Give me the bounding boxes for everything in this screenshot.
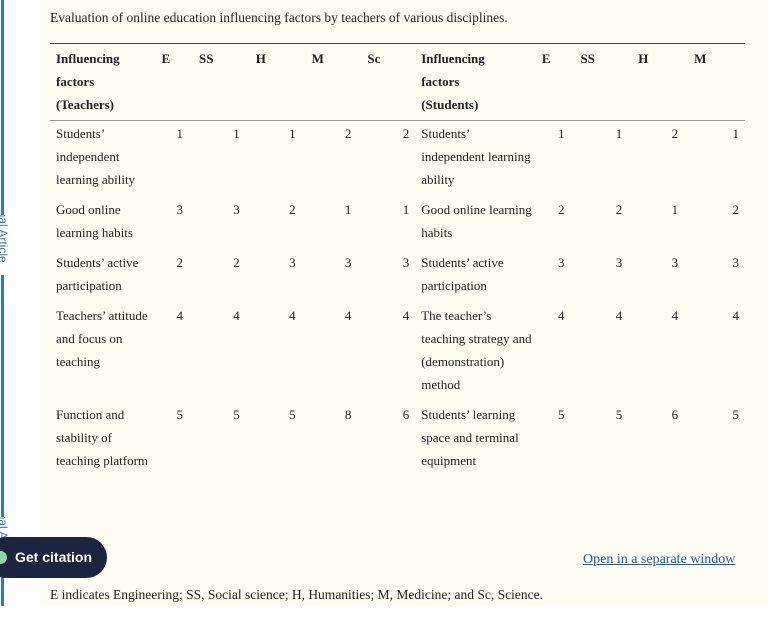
text-cell: Students’ active participation: [421, 255, 504, 293]
number-cell: 4: [233, 308, 240, 323]
number-cell: 5: [176, 407, 183, 422]
header-cell: M: [311, 51, 324, 66]
number-cell: 3: [732, 255, 740, 270]
number-cell: 3: [289, 255, 296, 270]
table-body: Students’ independent learning ability 1 1…: [50, 121, 745, 479]
number-cell: 3: [615, 255, 623, 270]
number-cell: 1: [344, 202, 352, 217]
number-cell: 4: [671, 308, 679, 323]
header-cell: M: [694, 51, 707, 66]
number-cell: 1: [615, 126, 623, 141]
table-row: Teachers’ attitude and focus on teaching…: [50, 303, 745, 402]
number-cell: 2: [344, 126, 352, 141]
number-cell: 5: [732, 407, 740, 422]
number-cell: 1: [671, 202, 679, 217]
number-cell: 2: [176, 255, 183, 270]
text-cell: Good online learning habits: [421, 202, 532, 240]
number-cell: 3: [176, 202, 183, 217]
data-table: Influencing factors (Teachers) E SS H M Sc Inf…: [50, 43, 745, 478]
table-row: Function and stability of teaching platf…: [50, 402, 745, 478]
number-cell: 3: [402, 255, 410, 270]
number-cell: 2: [671, 126, 679, 141]
number-cell: 4: [732, 308, 740, 323]
number-cell: 2: [732, 202, 740, 217]
text-cell: Students’ independent learning ability: [421, 126, 531, 187]
number-cell: 1: [402, 202, 410, 217]
number-cell: 1: [732, 126, 740, 141]
text-cell: Teachers’ attitude and focus on teaching: [56, 308, 148, 369]
get-citation-button[interactable]: Get citation: [0, 537, 107, 578]
number-cell: 5: [233, 407, 240, 422]
text-cell: Function and stability of teaching platf…: [56, 407, 149, 468]
number-cell: 1: [289, 126, 296, 141]
number-cell: 4: [557, 308, 565, 323]
header-row: Influencing factors (Teachers) E SS H M Sc Inf…: [50, 43, 745, 121]
number-cell: 5: [557, 407, 565, 422]
number-cell: 2: [233, 255, 240, 270]
side-bar: [1, 0, 4, 606]
number-cell: 2: [289, 202, 296, 217]
number-cell: 1: [233, 126, 240, 141]
text-cell: Students’ active participation: [56, 255, 139, 293]
number-cell: 5: [615, 407, 623, 422]
open-link[interactable]: Open in a separate window: [583, 552, 736, 567]
number-cell: 2: [402, 126, 410, 141]
number-cell: 3: [671, 255, 679, 270]
number-cell: 4: [402, 308, 410, 323]
number-cell: 2: [615, 202, 623, 217]
number-cell: 4: [615, 308, 623, 323]
table-row: Students’ independent learning ability 1 1…: [50, 121, 745, 198]
header-cell: Influencing factors (Teachers): [56, 51, 120, 112]
header-cell: E: [161, 51, 171, 66]
header-cell: Sc: [367, 51, 381, 66]
text-cell: Good online learning habits: [56, 202, 133, 240]
number-cell: 2: [557, 202, 565, 217]
number-cell: 3: [233, 202, 240, 217]
text-cell: The teacher’s teaching strategy and (dem…: [421, 308, 532, 392]
text-cell: Students’ learning space and terminal eq…: [421, 407, 519, 468]
caption: Evaluation of online education influenci…: [50, 10, 508, 25]
number-cell: 4: [289, 308, 296, 323]
header-cell: SS: [198, 51, 214, 66]
header-cell: H: [255, 51, 266, 66]
header-cell: Influencing factors (Students): [421, 51, 485, 112]
number-cell: 3: [557, 255, 565, 270]
header-cell: E: [541, 51, 551, 66]
header-cell: SS: [580, 51, 595, 66]
header-cell: H: [638, 51, 649, 66]
number-cell: 6: [671, 407, 679, 422]
number-cell: 1: [176, 126, 183, 141]
number-cell: 6: [402, 407, 410, 422]
number-cell: 1: [557, 126, 565, 141]
number-cell: 5: [289, 407, 296, 422]
table-panel: [40, 0, 768, 606]
footnote: E indicates Engineering; SS, Social scie…: [50, 587, 544, 602]
number-cell: 4: [344, 308, 352, 323]
text-cell: Students’ independent learning ability: [56, 126, 136, 187]
table-row: Good online learning habits 3 3 2 1 1 Good onl…: [50, 197, 745, 250]
number-cell: 3: [344, 255, 352, 270]
table-row: Students’ active participation 2 2 3 3 3 Stude…: [50, 250, 745, 303]
number-cell: 4: [176, 308, 183, 323]
number-cell: 8: [344, 407, 352, 422]
